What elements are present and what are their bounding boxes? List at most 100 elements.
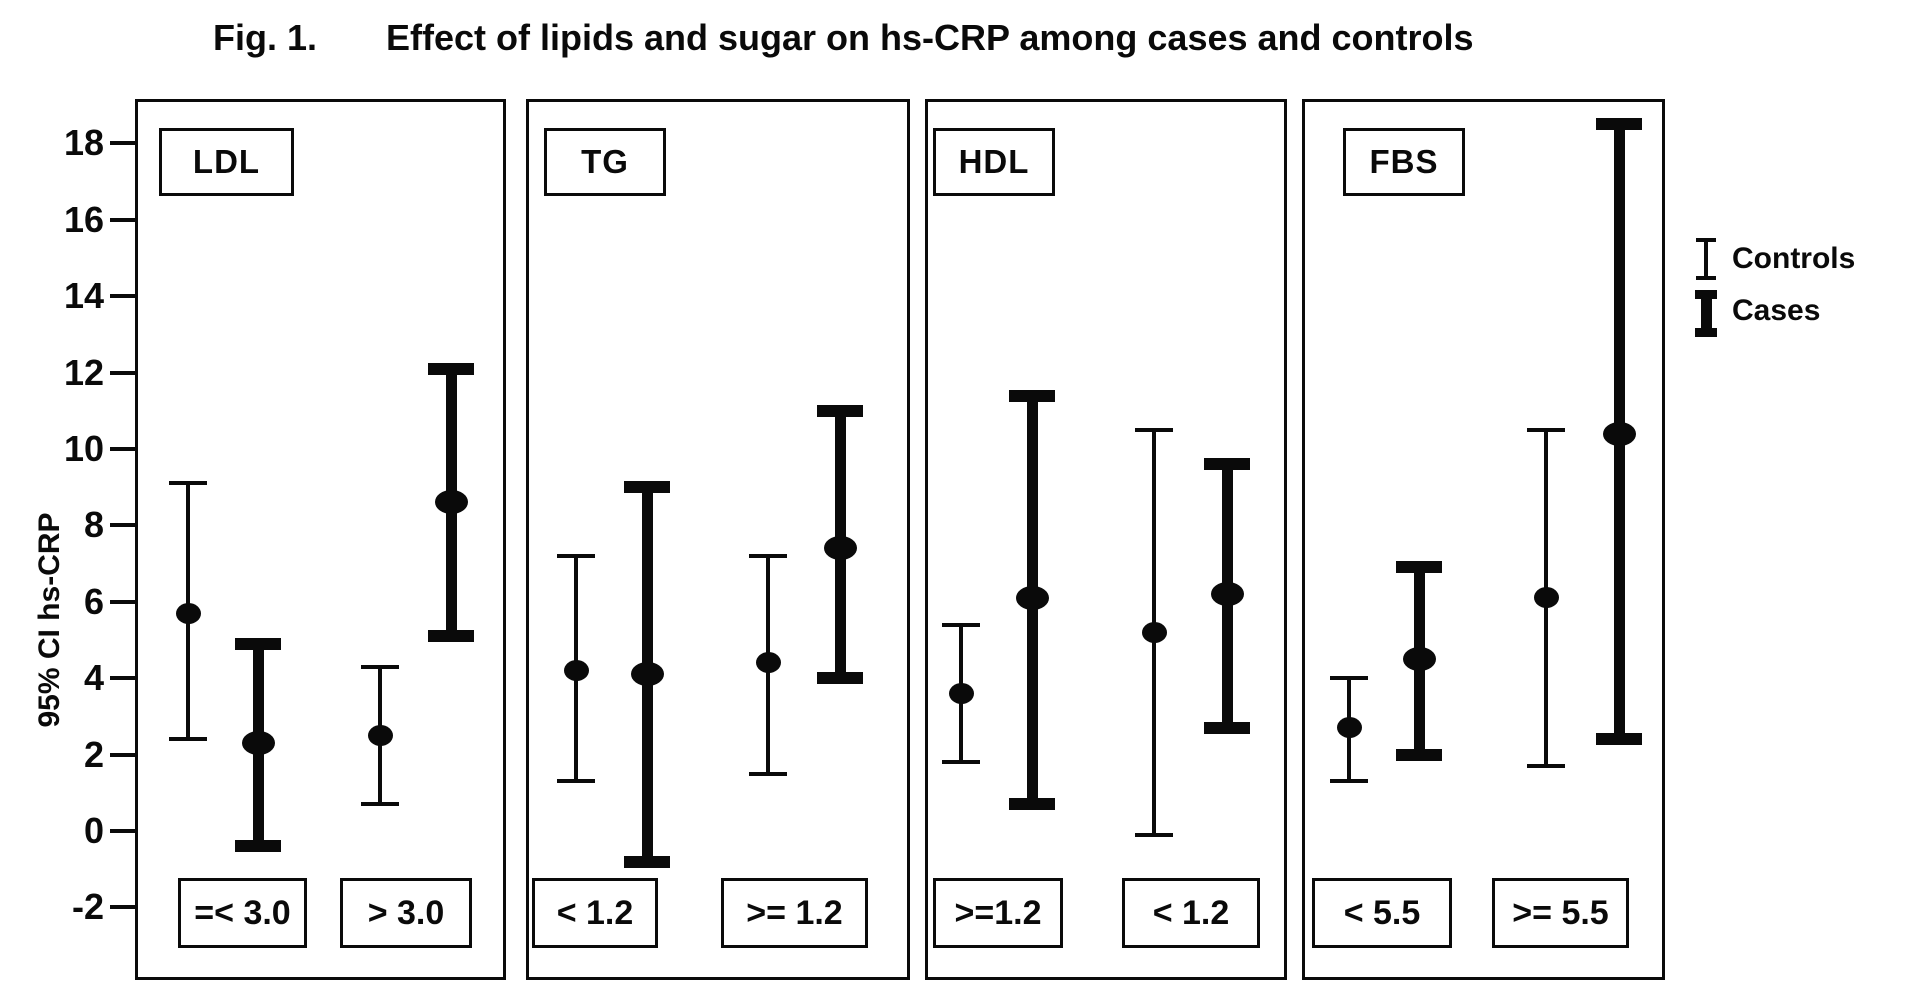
y-axis-tick-label: 18 xyxy=(63,122,104,164)
errorbar-cap-bottom-tg-cases xyxy=(817,672,863,685)
controls-errorbar-icon xyxy=(1694,238,1718,280)
y-axis-tick xyxy=(110,523,136,528)
y-axis-tick xyxy=(110,447,136,451)
errorbar-mean-dot-fbs-controls xyxy=(1336,717,1362,739)
panel-hdl xyxy=(925,99,1287,980)
errorbar-mean-dot-tg-controls xyxy=(755,652,781,674)
cases-errorbar-icon xyxy=(1694,290,1718,337)
y-axis-tick-label: 2 xyxy=(83,733,104,775)
category-label: >= 1.2 xyxy=(721,878,868,948)
y-axis-tick-label: 10 xyxy=(63,428,104,469)
y-axis-tick-label: -2 xyxy=(71,886,104,928)
legend-label-cases: Cases xyxy=(1732,294,1821,327)
errorbar-mean-dot-fbs-cases xyxy=(1602,421,1636,446)
errorbar-mean-dot-fbs-controls xyxy=(1533,587,1559,609)
errorbar-cap-top-hdl-controls xyxy=(1135,427,1173,432)
legend-icon-cap-top xyxy=(1696,238,1716,242)
errorbar-cap-bottom-fbs-cases xyxy=(1596,733,1642,746)
y-axis-tick xyxy=(110,676,136,681)
legend-icon-line xyxy=(1704,240,1708,278)
errorbar-cap-top-fbs-controls xyxy=(1330,676,1368,681)
category-label: >=1.2 xyxy=(933,878,1063,948)
legend-icon-line xyxy=(1700,292,1712,330)
legend-icon-cap-bottom xyxy=(1695,328,1717,337)
errorbar-cap-top-fbs-cases xyxy=(1596,118,1642,131)
errorbar-cap-top-tg-cases xyxy=(624,481,670,494)
y-axis-tick-label: 0 xyxy=(83,810,104,851)
errorbar-cap-top-hdl-cases xyxy=(1204,458,1250,471)
y-axis-tick xyxy=(110,599,136,604)
figure-title: Effect of lipids and sugar on hs-CRP amo… xyxy=(386,17,1474,58)
errorbar-cap-bottom-hdl-controls xyxy=(1135,832,1173,837)
legend-item-controls: Controls xyxy=(1694,238,1855,280)
errorbar-cap-top-hdl-cases xyxy=(1009,389,1055,402)
errorbar-cap-bottom-ldl-controls xyxy=(169,737,207,742)
category-label: < 5.5 xyxy=(1312,878,1452,948)
panel-label-hdl: HDL xyxy=(933,128,1055,196)
legend-icon-cap-top xyxy=(1695,290,1717,299)
y-axis-tick xyxy=(110,294,136,299)
y-axis-tick xyxy=(110,370,136,375)
errorbar-cap-top-ldl-controls xyxy=(361,664,399,669)
errorbar-cap-bottom-ldl-cases xyxy=(235,840,281,853)
errorbar-cap-top-tg-cases xyxy=(817,404,863,417)
errorbar-cap-bottom-fbs-controls xyxy=(1527,764,1565,769)
errorbar-mean-dot-hdl-cases xyxy=(1210,582,1244,607)
errorbar-mean-dot-ldl-cases xyxy=(434,490,468,515)
errorbar-cap-top-hdl-controls xyxy=(942,622,980,627)
errorbar-mean-dot-tg-cases xyxy=(630,662,664,687)
errorbar-mean-dot-ldl-cases xyxy=(241,731,275,756)
category-label: > 3.0 xyxy=(340,878,472,948)
y-axis-tick xyxy=(110,141,136,146)
panel-ldl xyxy=(135,99,506,980)
errorbar-cap-bottom-hdl-cases xyxy=(1204,721,1250,734)
category-label: >= 5.5 xyxy=(1492,878,1629,948)
errorbar-cap-bottom-hdl-cases xyxy=(1009,798,1055,811)
y-axis-tick-label: 16 xyxy=(63,198,104,240)
panel-fbs xyxy=(1302,99,1665,980)
y-axis-tick-label: 12 xyxy=(63,351,104,393)
y-axis-tick xyxy=(110,829,136,833)
y-axis-tick-label: 4 xyxy=(83,657,104,699)
legend: Controls Cases xyxy=(1694,238,1855,337)
errorbar-cap-bottom-ldl-controls xyxy=(361,802,399,807)
panel-label-tg: TG xyxy=(544,128,666,196)
errorbar-cap-bottom-hdl-controls xyxy=(942,760,980,765)
panel-label-ldl: LDL xyxy=(159,128,294,196)
errorbar-cap-top-tg-controls xyxy=(557,553,595,558)
errorbar-cap-bottom-fbs-controls xyxy=(1330,779,1368,784)
errorbar-cap-top-ldl-controls xyxy=(169,481,207,486)
errorbar-mean-dot-fbs-cases xyxy=(1402,647,1436,672)
panel-label-fbs: FBS xyxy=(1343,128,1465,196)
errorbar-cap-bottom-fbs-cases xyxy=(1396,748,1442,761)
y-axis-tick-label: 6 xyxy=(83,580,104,622)
errorbar-cap-top-fbs-cases xyxy=(1396,561,1442,574)
errorbar-cap-bottom-ldl-cases xyxy=(428,630,474,643)
category-label: < 1.2 xyxy=(1122,878,1260,948)
category-label: =< 3.0 xyxy=(178,878,307,948)
legend-label-controls: Controls xyxy=(1732,242,1856,275)
figure-number-label: Fig. 1. xyxy=(213,17,318,58)
category-label: < 1.2 xyxy=(532,878,658,948)
errorbar-cap-bottom-tg-controls xyxy=(749,771,787,776)
errorbar-mean-dot-hdl-controls xyxy=(948,682,974,704)
errorbar-mean-dot-hdl-controls xyxy=(1141,621,1167,643)
errorbar-cap-top-tg-controls xyxy=(749,553,787,558)
errorbar-cap-top-fbs-controls xyxy=(1527,427,1565,432)
legend-icon-cap-bottom xyxy=(1696,276,1716,280)
errorbar-cap-bottom-tg-controls xyxy=(557,779,595,784)
errorbar-cap-bottom-tg-cases xyxy=(624,855,670,868)
y-axis-tick-label: 14 xyxy=(63,275,104,317)
y-axis-tick xyxy=(110,752,136,757)
legend-item-cases: Cases xyxy=(1694,290,1855,337)
errorbar-mean-dot-ldl-controls xyxy=(175,602,201,624)
errorbar-mean-dot-ldl-controls xyxy=(367,725,393,746)
errorbar-mean-dot-tg-controls xyxy=(563,660,589,682)
errorbar-cap-top-ldl-cases xyxy=(428,362,474,375)
errorbar-mean-dot-hdl-cases xyxy=(1015,585,1049,610)
y-axis-tick-label: 8 xyxy=(83,504,104,546)
errorbar-mean-dot-tg-cases xyxy=(823,536,857,561)
y-axis-tick xyxy=(110,217,136,222)
